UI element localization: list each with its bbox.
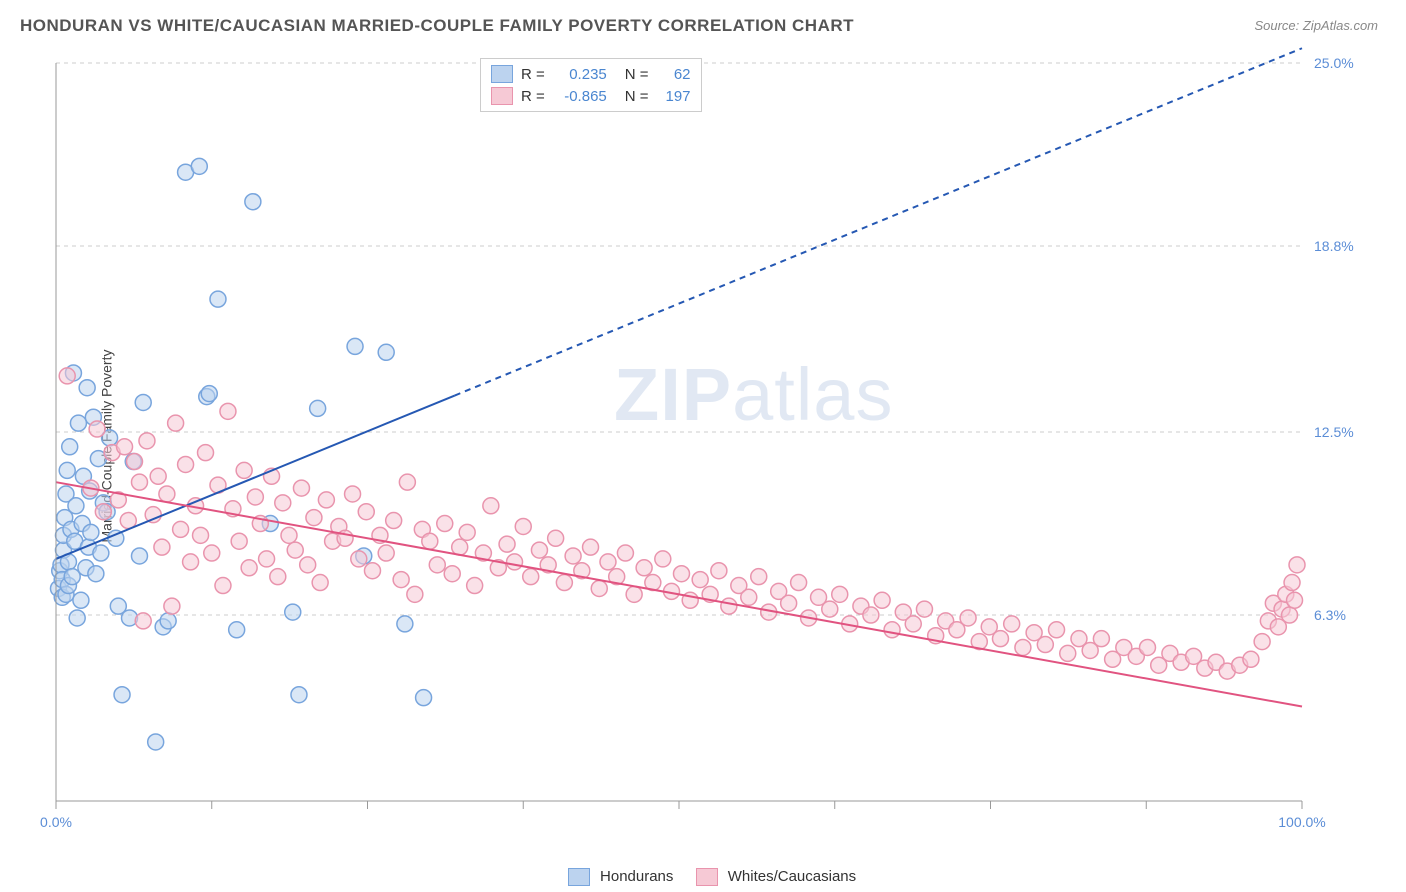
- swatch-series-2: [491, 87, 513, 105]
- correlation-legend: R = 0.235 N = 62 R = -0.865 N = 197: [480, 58, 702, 112]
- source-label: Source: ZipAtlas.com: [1254, 18, 1378, 33]
- svg-text:18.8%: 18.8%: [1314, 238, 1354, 254]
- svg-text:0.0%: 0.0%: [40, 814, 72, 830]
- series-name-2: Whites/Caucasians: [728, 868, 856, 885]
- r-value-1: 0.235: [553, 66, 607, 83]
- swatch-bottom-1: [568, 868, 590, 886]
- swatch-series-1: [491, 65, 513, 83]
- scatter-plot-svg: 6.3%12.5%18.8%25.0%ZIPatlas0.0%100.0%: [52, 55, 1372, 835]
- r-value-2: -0.865: [553, 88, 607, 105]
- plot-area: 6.3%12.5%18.8%25.0%ZIPatlas0.0%100.0%: [52, 55, 1372, 835]
- legend-row-1: R = 0.235 N = 62: [491, 63, 691, 85]
- n-value-2: 197: [657, 88, 691, 105]
- n-label-1: N =: [625, 66, 649, 83]
- n-value-1: 62: [657, 66, 691, 83]
- series-legend: Hondurans Whites/Caucasians: [0, 868, 1406, 886]
- n-label-2: N =: [625, 88, 649, 105]
- svg-text:12.5%: 12.5%: [1314, 424, 1354, 440]
- series-name-1: Hondurans: [600, 868, 673, 885]
- chart-container: HONDURAN VS WHITE/CAUCASIAN MARRIED-COUP…: [0, 0, 1406, 892]
- chart-title: HONDURAN VS WHITE/CAUCASIAN MARRIED-COUP…: [20, 16, 854, 36]
- svg-text:ZIPatlas: ZIPatlas: [614, 353, 893, 436]
- svg-text:6.3%: 6.3%: [1314, 607, 1346, 623]
- svg-text:25.0%: 25.0%: [1314, 55, 1354, 71]
- swatch-bottom-2: [696, 868, 718, 886]
- svg-text:100.0%: 100.0%: [1278, 814, 1325, 830]
- r-label-1: R =: [521, 66, 545, 83]
- legend-row-2: R = -0.865 N = 197: [491, 85, 691, 107]
- r-label-2: R =: [521, 88, 545, 105]
